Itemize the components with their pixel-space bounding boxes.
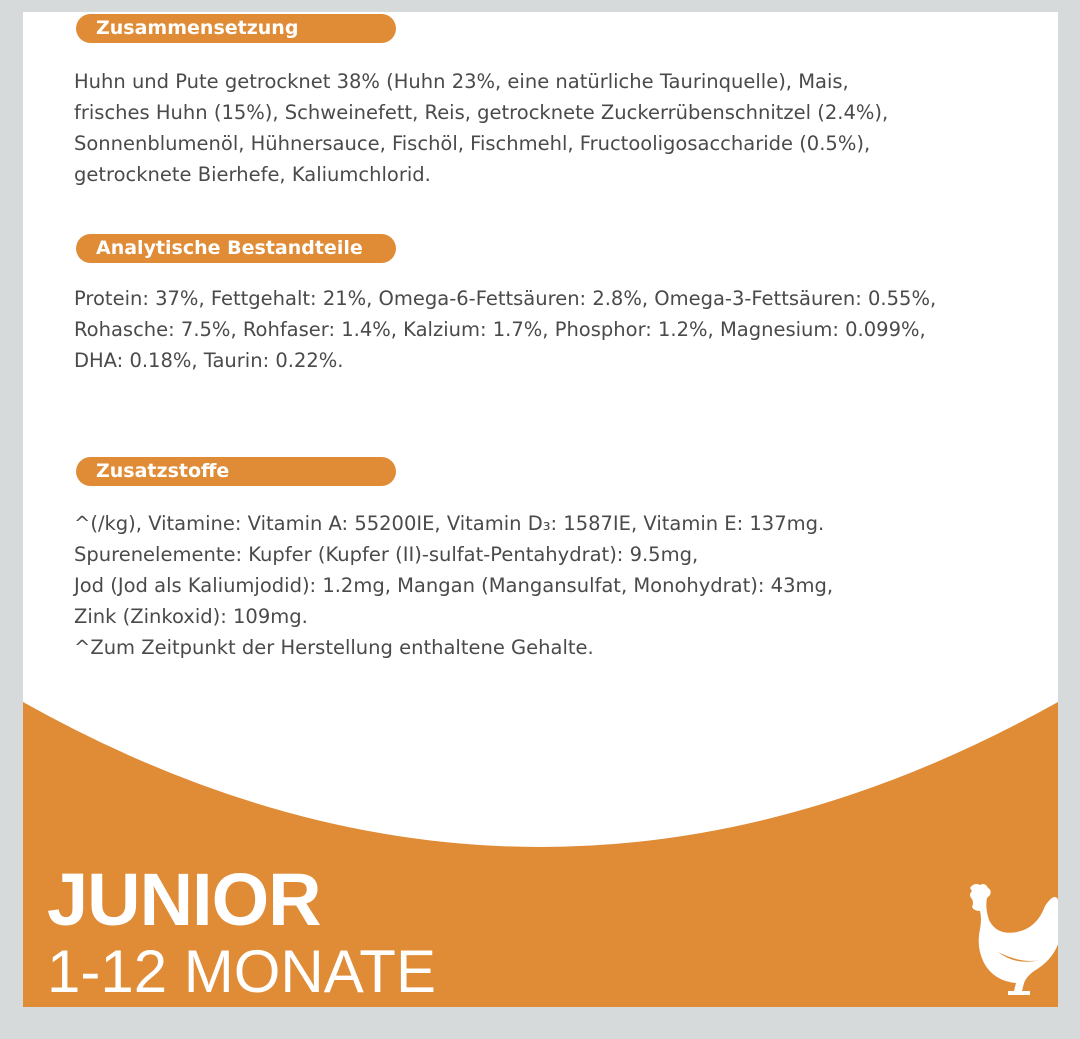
text-line: Zink (Zinkoxid): 109mg. <box>74 605 308 628</box>
text-line: Sonnenblumenöl, Hühnersauce, Fischöl, Fi… <box>74 132 871 155</box>
text-line: frisches Huhn (15%), Schweinefett, Reis,… <box>74 101 889 124</box>
text-line: Jod (Jod als Kaliumjodid): 1.2mg, Mangan… <box>74 574 834 597</box>
section-header-zusammensetzung: Zusammensetzung <box>76 14 396 43</box>
text-line: DHA: 0.18%, Taurin: 0.22%. <box>74 349 344 372</box>
orange-wave-banner <box>23 702 1058 1007</box>
chicken-icon <box>970 884 1058 995</box>
text-line: ^Zum Zeitpunkt der Herstellung enthalten… <box>74 636 594 659</box>
additives-text: ^(/kg), Vitamine: Vitamin A: 55200IE, Vi… <box>74 508 1034 663</box>
text-line: Spurenelemente: Kupfer (Kupfer (II)-sulf… <box>74 543 699 566</box>
footer-title: JUNIOR <box>47 858 322 941</box>
text-line: Rohasche: 7.5%, Rohfaser: 1.4%, Kalzium:… <box>74 318 926 341</box>
section-header-zusatzstoffe: Zusatzstoffe <box>76 457 396 486</box>
text-line: Protein: 37%, Fettgehalt: 21%, Omega-6-F… <box>74 287 937 310</box>
text-line: ^(/kg), Vitamine: Vitamin A: 55200IE, Vi… <box>74 512 825 535</box>
analytical-text: Protein: 37%, Fettgehalt: 21%, Omega-6-F… <box>74 283 1034 376</box>
product-info-card: Zusammensetzung Huhn und Pute getrocknet… <box>23 12 1058 1007</box>
section-header-analytische-bestandteile: Analytische Bestandteile <box>76 234 396 263</box>
footer-subtitle: 1-12 MONATE <box>47 938 436 1005</box>
composition-text: Huhn und Pute getrocknet 38% (Huhn 23%, … <box>74 66 1034 190</box>
text-line: getrocknete Bierhefe, Kaliumchlorid. <box>74 163 431 186</box>
text-line: Huhn und Pute getrocknet 38% (Huhn 23%, … <box>74 70 849 93</box>
